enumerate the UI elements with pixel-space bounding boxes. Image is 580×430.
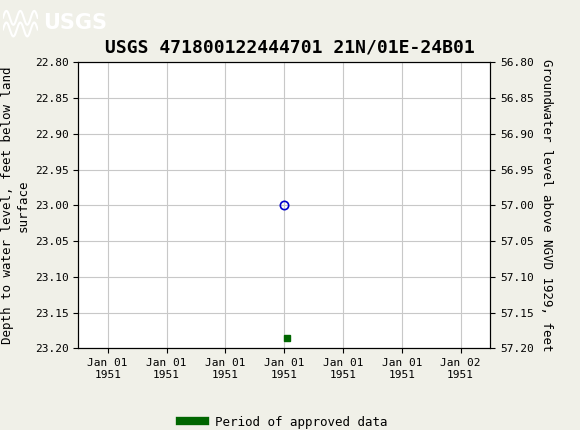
Text: USGS: USGS (44, 12, 107, 33)
Y-axis label: Groundwater level above NGVD 1929, feet: Groundwater level above NGVD 1929, feet (540, 59, 553, 352)
Text: USGS 471800122444701 21N/01E-24B01: USGS 471800122444701 21N/01E-24B01 (105, 39, 475, 57)
Legend: Period of approved data: Period of approved data (175, 411, 393, 430)
Y-axis label: Depth to water level, feet below land
surface: Depth to water level, feet below land su… (1, 67, 29, 344)
